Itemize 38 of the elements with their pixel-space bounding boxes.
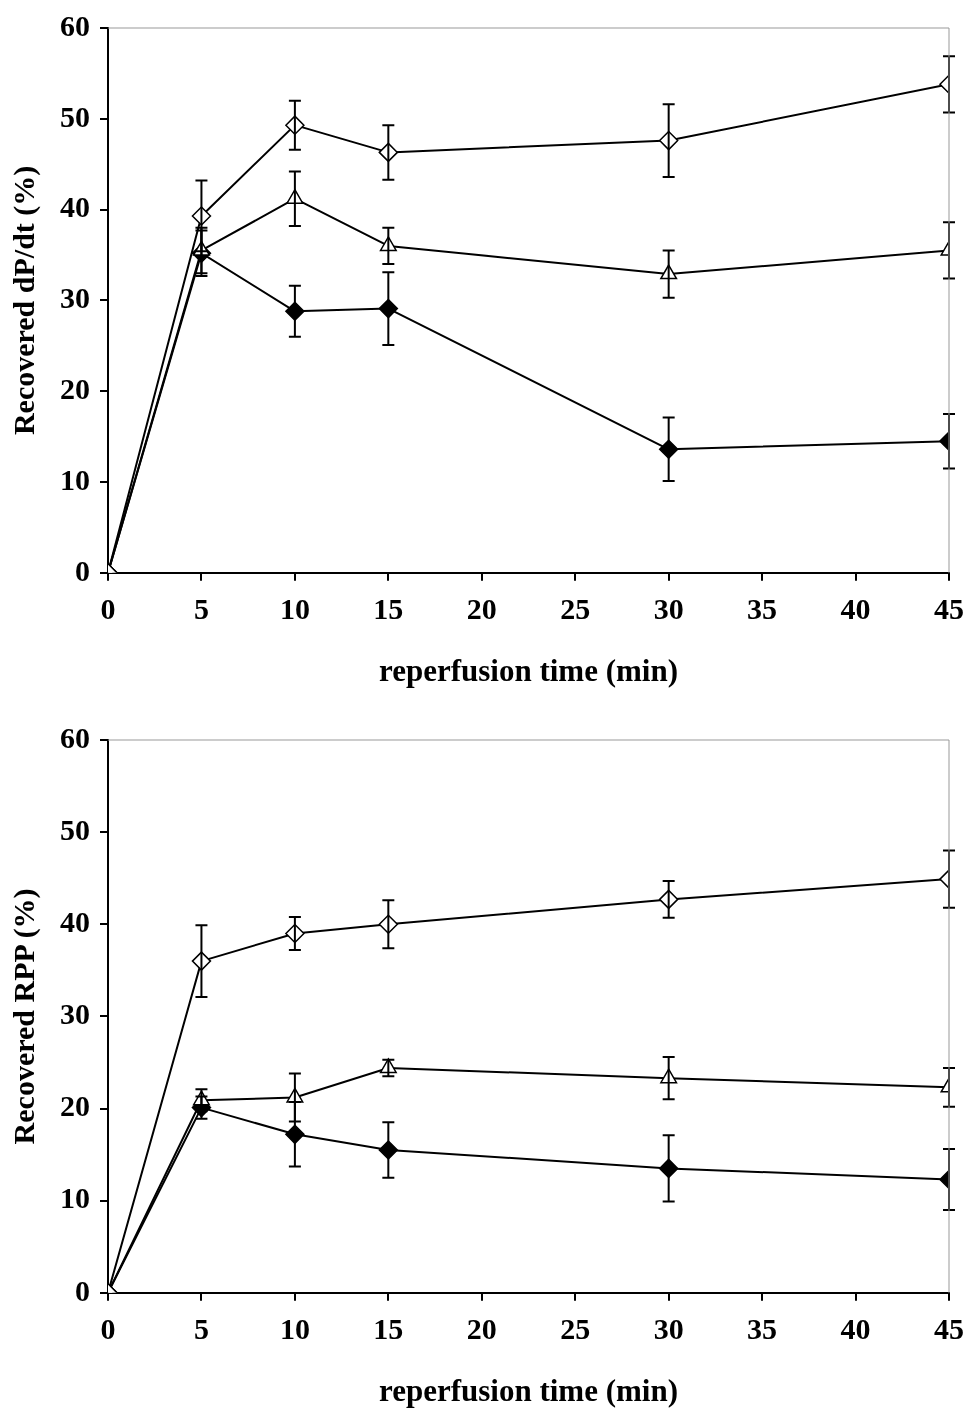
x-tick-label: 30 <box>653 591 684 625</box>
y-tick-label: 20 <box>60 1089 90 1123</box>
y-tick-label: 40 <box>60 190 90 224</box>
x-tick-label: 5 <box>193 1311 209 1345</box>
x-tick-label: 15 <box>373 1311 404 1345</box>
x-tick-label: 35 <box>747 591 778 625</box>
y-tick-label: 60 <box>60 720 90 754</box>
y-tick-label: 0 <box>75 1273 90 1307</box>
x-tick-label: 5 <box>193 591 209 625</box>
x-axis-title: reperfusion time (min) <box>378 653 679 689</box>
x-tick-label: 10 <box>279 1311 310 1345</box>
y-tick-label: 30 <box>60 997 90 1031</box>
y-tick-label: 60 <box>60 8 90 42</box>
x-tick-label: 25 <box>560 1311 591 1345</box>
y-tick-label: 0 <box>75 553 90 587</box>
y-axis-title: Recovered dP/dt (%) <box>6 165 41 436</box>
x-tick-label: 10 <box>279 591 310 625</box>
x-tick-label: 25 <box>560 591 591 625</box>
x-tick-label: 35 <box>747 1311 778 1345</box>
x-tick-label: 45 <box>934 1311 964 1345</box>
x-tick-label: 0 <box>100 1311 116 1345</box>
x-tick-label: 20 <box>466 591 497 625</box>
x-tick-label: 40 <box>840 591 871 625</box>
x-tick-label: 45 <box>934 591 964 625</box>
y-tick-label: 10 <box>60 462 90 496</box>
y-tick-label: 50 <box>60 812 90 846</box>
y-tick-label: 40 <box>60 905 90 939</box>
x-tick-label: 40 <box>840 1311 871 1345</box>
y-axis-title: Recovered RPP (%) <box>6 888 41 1145</box>
y-tick-label: 30 <box>60 281 90 315</box>
x-tick-label: 0 <box>100 591 116 625</box>
y-tick-label: 10 <box>60 1181 90 1215</box>
x-tick-label: 20 <box>466 1311 497 1345</box>
x-tick-label: 15 <box>373 591 404 625</box>
y-tick-label: 20 <box>60 371 90 405</box>
x-tick-label: 30 <box>653 1311 684 1345</box>
x-axis-title: reperfusion time (min) <box>378 1373 679 1409</box>
y-tick-label: 50 <box>60 99 90 133</box>
